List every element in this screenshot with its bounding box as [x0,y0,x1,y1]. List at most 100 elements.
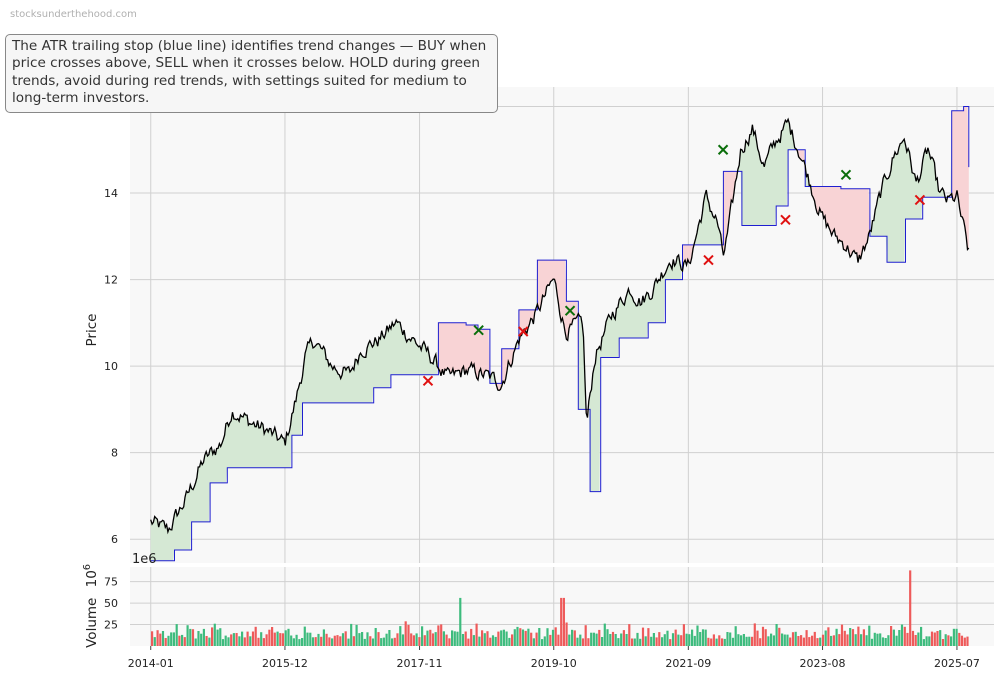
volume-axis-label-text: Volume [84,598,100,648]
volume-bar [216,629,219,646]
volume-bar [322,629,325,646]
volume-bar [380,638,383,646]
volume-bar [562,597,565,646]
buy-signal-marker [473,324,484,336]
volume-bar [581,638,585,646]
volume-bar [385,633,388,646]
volume-bar [262,638,265,646]
volume-bar [620,633,623,646]
sell-signal-marker-stroke [518,326,529,337]
volume-bar [721,638,724,646]
volume-bar [767,636,770,646]
volume-bar [159,633,162,646]
volume-bar [434,632,437,646]
volume-bar [671,633,675,646]
volume-bar [813,631,816,646]
volume-bar [734,626,737,646]
volume-bar [947,635,950,646]
volume-bar [846,634,849,646]
volume-bar [333,635,336,646]
volume-bar [352,636,355,646]
volume-bar [737,634,740,646]
volume-bar [374,628,377,646]
volume-bar [960,635,964,646]
volume-bar [595,633,598,646]
volume-bar [636,632,639,646]
sell-signal-marker [780,214,791,226]
volume-bar [249,636,252,646]
volume-bar [571,629,574,646]
volume-bar [311,637,315,646]
volume-bar [481,630,484,646]
volume-bar [772,635,775,646]
volume-bar [639,638,642,646]
volume-panel: 25 50 75 1e6 Volume 106 [82,552,994,648]
volume-bar [271,627,274,646]
volume-bar [677,634,680,646]
volume-bar [652,633,655,646]
volume-bar [167,635,170,646]
volume-bar [873,632,876,646]
volume-bar [538,628,541,646]
volume-bar [565,622,568,646]
volume-bar [238,636,241,646]
volume-bar [892,629,895,646]
volume-bar [658,632,661,646]
volume-bar [164,638,167,646]
volume-bar [421,626,424,646]
volume-bar [958,632,961,646]
volume-bar [808,637,811,646]
price-tick-label: 8 [111,447,118,460]
volume-bar [276,631,279,646]
x-tick-label: 2023-08 [800,657,846,670]
volume-bar [650,636,653,646]
volume-bar [396,633,399,646]
volume-bar [933,632,936,646]
volume-bar [560,597,563,646]
volume-bar [685,633,688,646]
x-tick-label: 2019-10 [531,657,577,670]
volume-bar [753,623,756,646]
sell-signal-marker [518,326,529,337]
volume-offset-label: 1e6 [132,552,157,567]
volume-bar [254,626,257,646]
volume-bar [887,635,890,646]
volume-bar [830,635,833,646]
volume-bar [508,637,511,646]
volume-bar [497,631,500,646]
uptrend-fill [694,190,723,247]
volume-bar [202,628,205,646]
uptrend-fill [588,244,683,492]
volume-bar [191,629,195,646]
volume-bar [876,633,879,646]
volume-bar [718,635,721,646]
volume-bar [295,634,298,646]
downtrend-fill [811,186,870,263]
volume-bar [279,633,282,646]
volume-bar [366,632,369,646]
x-axis-ticks: 2014-01 2015-12 2017-11 2019-10 2021-09 2023-… [128,646,980,670]
volume-bar [783,634,786,646]
volume-bar [669,639,672,646]
volume-bar [592,632,595,646]
price-line [150,117,970,535]
volume-bar [521,629,525,646]
annotation-text: The ATR trailing stop (blue line) identi… [12,38,487,107]
volume-bar [851,629,855,646]
volume-bar [404,621,407,646]
volume-bar [631,638,634,646]
volume-bar [317,633,320,646]
downtrend-fill [518,308,536,344]
volume-bar [647,628,650,646]
volume-bar [625,634,628,646]
volume-bar [464,631,467,646]
volume-axis-label: Volume 106 [82,564,100,648]
volume-tick-label: 50 [104,597,118,610]
price-tick-label: 10 [104,360,118,373]
x-tick-label: 2014-01 [128,657,174,670]
volume-bar [598,629,601,646]
volume-bar [952,628,955,646]
volume-bar [273,632,276,646]
volume-bar [208,637,211,646]
volume-bar [663,634,666,646]
